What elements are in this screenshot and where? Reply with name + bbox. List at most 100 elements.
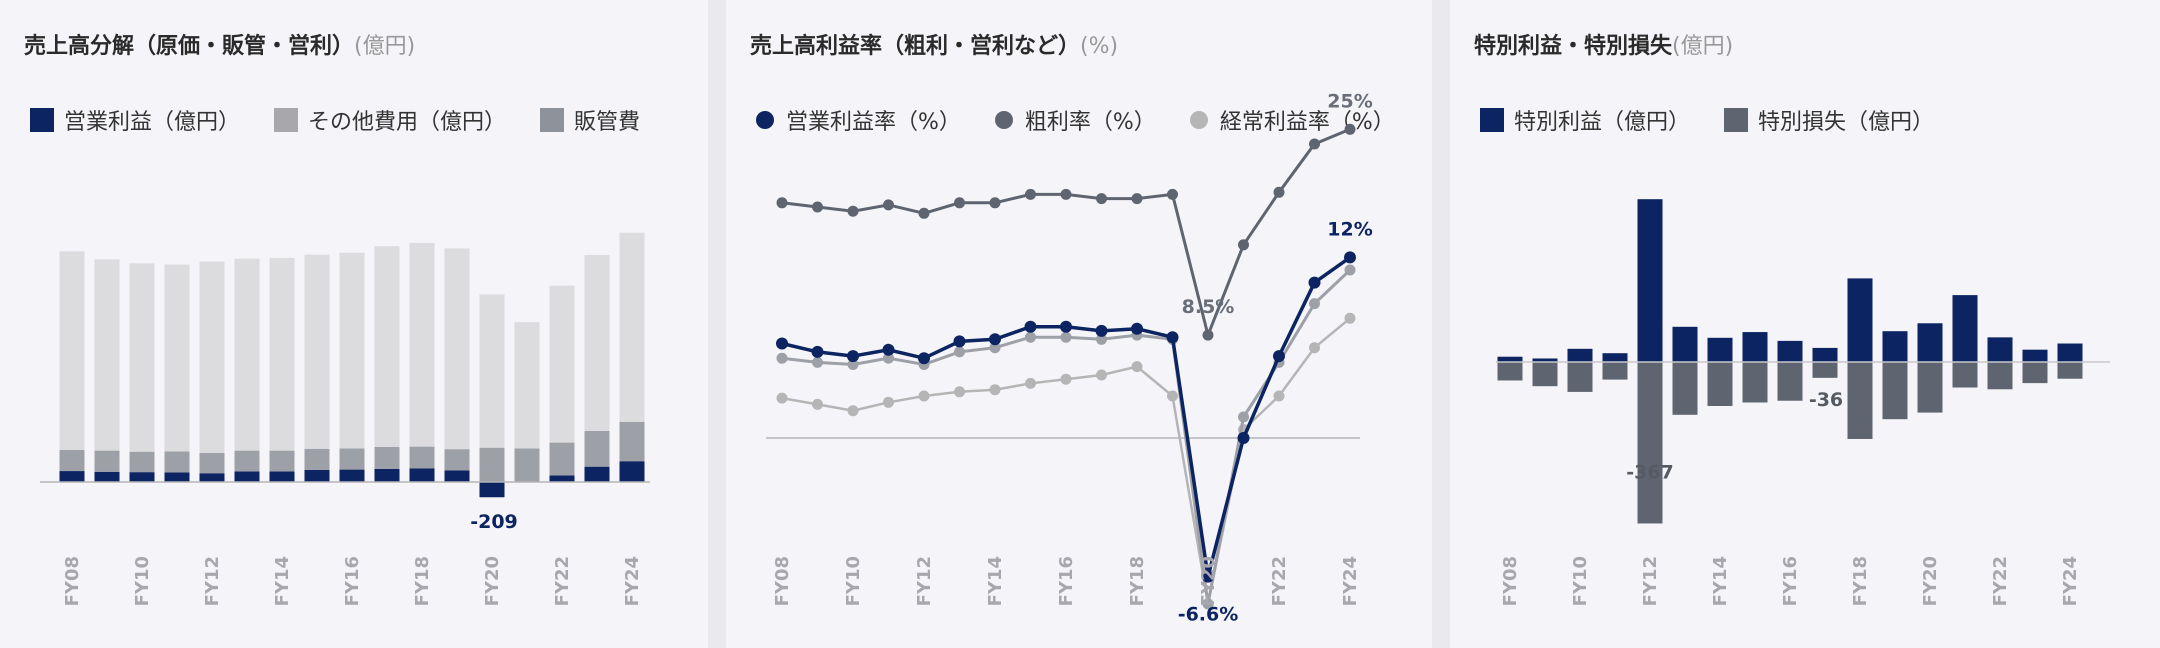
bar-segment (374, 468, 400, 482)
legend-swatch (1480, 108, 1504, 132)
legend-item-operating-profit[interactable]: 営業利益（億円） (30, 104, 240, 136)
bar-segment (619, 232, 645, 422)
data-point (1202, 570, 1214, 583)
data-label: -6.6% (1178, 604, 1239, 626)
bar-segment (584, 430, 610, 467)
data-point (1344, 123, 1356, 135)
data-point (1202, 598, 1214, 610)
bar-loss (1987, 362, 2013, 390)
bar-segment (94, 471, 120, 482)
data-point (918, 390, 930, 402)
x-tick-label: FY22 (1269, 556, 1290, 606)
data-point (1167, 390, 1178, 402)
legend-swatch (30, 108, 54, 132)
bar-segment (339, 469, 365, 482)
legend-label: その他費用（億円） (308, 110, 507, 135)
bar-segment (94, 450, 120, 472)
x-tick-label: FY18 (1127, 556, 1148, 606)
bar-gain (1567, 348, 1593, 362)
x-tick-label: FY20 (482, 556, 503, 606)
bar-segment (479, 447, 505, 482)
data-point (1060, 188, 1072, 200)
bar-segment (59, 449, 85, 472)
data-point (1309, 138, 1320, 150)
bar-loss (1847, 362, 1873, 439)
chart-title: 特別利益・特別損失(億円) (1474, 34, 1734, 59)
legend-swatch (1724, 108, 1749, 132)
chart-panel-sales-breakdown: 売上高分解（原価・販管・営利）(億円) 営業利益（億円） その他費用（億円） 販… (0, 0, 708, 648)
bar-gain (1917, 323, 1943, 362)
data-point (1344, 251, 1356, 264)
data-point (847, 350, 859, 363)
chart-title: 売上高利益率（粗利・営利など）(%) (750, 34, 1119, 59)
bar-gain (1987, 337, 2013, 362)
bar-loss (1602, 362, 1628, 380)
data-point (918, 207, 930, 219)
bar-segment (164, 451, 190, 473)
data-point (1166, 331, 1179, 344)
data-point (954, 386, 965, 398)
bar-segment (444, 449, 470, 471)
data-point (776, 337, 788, 350)
bar-segment (479, 482, 505, 498)
x-tick-label: FY18 (1850, 556, 1871, 606)
x-tick-label: FY24 (2060, 556, 2081, 606)
bar-segment (164, 472, 190, 482)
legend-dot (756, 111, 774, 129)
x-tick-label: FY24 (622, 556, 643, 606)
data-point (1344, 312, 1356, 324)
data-point (1025, 377, 1036, 389)
x-tick-label: FY14 (985, 556, 1006, 606)
bar-segment (374, 446, 400, 469)
data-point (1095, 324, 1108, 337)
bar-loss (1497, 362, 1523, 381)
legend-label: 販管費 (574, 110, 641, 135)
bar-segment (584, 254, 610, 431)
chart-panel-extraordinary: 特別利益・特別損失(億円) 特別利益（億円） 特別損失（億円） -367 -36 F… (1450, 0, 2160, 648)
legend-item-ordinary-margin[interactable]: 経常利益率（%） (1189, 104, 1395, 136)
legend-label: 営業利益率（%） (786, 110, 961, 135)
data-point (1309, 298, 1320, 310)
data-point (882, 343, 895, 356)
data-point (776, 392, 788, 404)
bar-segment (269, 471, 295, 482)
legend-item-sga[interactable]: 販管費 (540, 104, 640, 136)
chart-plot-area: 25% 12% 8.5% -6.6% FY08 FY10 FY12 FY14 FY16 FY18 F… (766, 90, 1373, 626)
title-unit: (億円) (1672, 34, 1734, 59)
legend-item-extraordinary-gain[interactable]: 特別利益（億円） (1480, 104, 1690, 136)
bar-segment (339, 252, 365, 449)
bar-segment (129, 472, 155, 482)
bar-loss (1742, 362, 1768, 403)
chart-legend: 特別利益（億円） 特別損失（億円） (1480, 104, 2160, 136)
data-point (776, 197, 788, 209)
chart-legend: 営業利益（億円） その他費用（億円） 販管費 (30, 104, 708, 136)
x-tick-label: FY12 (202, 556, 223, 606)
data-point (1025, 188, 1036, 200)
bar-gain (2022, 349, 2048, 362)
x-tick-label: FY12 (914, 556, 935, 606)
x-tick-label: FY14 (1710, 556, 1731, 606)
legend-dot (994, 111, 1013, 129)
bar-segment (269, 257, 295, 451)
legend-item-other-expenses[interactable]: その他費用（億円） (274, 104, 506, 136)
legend-label: 特別利益（億円） (1514, 110, 1691, 135)
legend-item-operating-margin[interactable]: 営業利益率（%） (756, 104, 961, 136)
legend-item-gross-margin[interactable]: 粗利率（%） (994, 104, 1156, 136)
data-point (953, 335, 966, 348)
bar-loss (1672, 362, 1698, 415)
data-point (1060, 373, 1072, 385)
data-point (989, 197, 1001, 209)
data-point (1060, 331, 1072, 343)
data-point (1096, 369, 1107, 381)
legend-item-extraordinary-loss[interactable]: 特別損失（億円） (1724, 104, 1934, 136)
bar-segment (549, 285, 575, 443)
data-point (1344, 264, 1356, 276)
data-point (1131, 361, 1143, 373)
bar-gain (1707, 337, 1733, 362)
data-point (1096, 333, 1107, 345)
x-tick-label: FY16 (1056, 556, 1077, 606)
data-point (989, 333, 1001, 346)
x-tick-label: FY22 (1990, 556, 2011, 606)
x-tick-label: FY24 (1340, 556, 1361, 606)
bar-gain (1882, 331, 1908, 362)
